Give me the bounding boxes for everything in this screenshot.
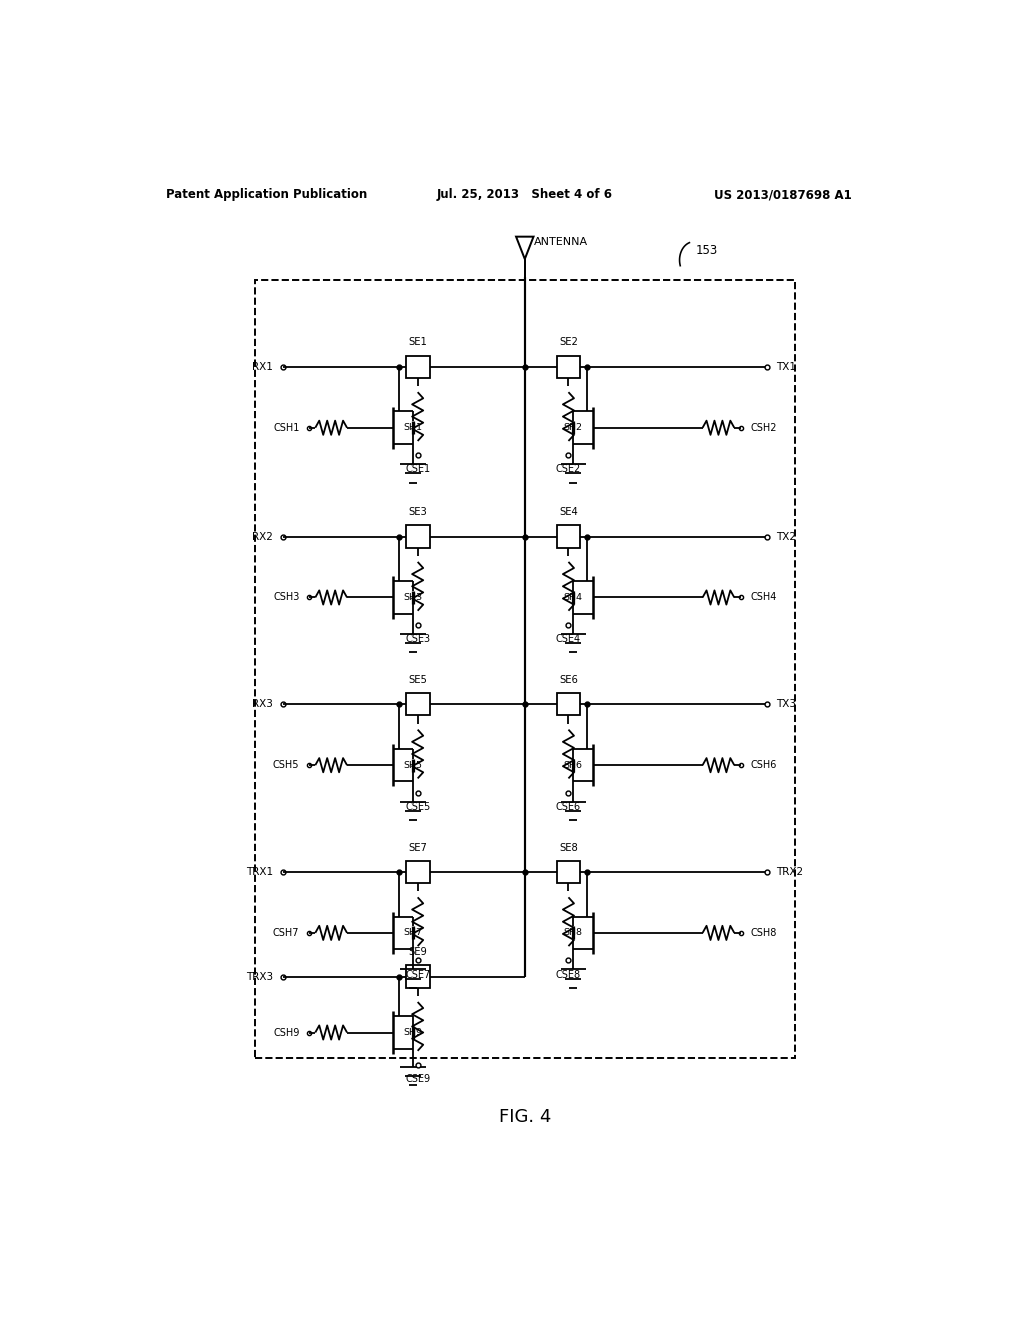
Text: SH5: SH5	[403, 760, 423, 770]
Text: CSE8: CSE8	[556, 970, 581, 979]
Text: ANTENNA: ANTENNA	[534, 236, 588, 247]
Text: CSE1: CSE1	[406, 465, 430, 474]
Text: RX3: RX3	[252, 700, 273, 709]
Bar	[406, 525, 430, 548]
Text: CSE7: CSE7	[406, 970, 430, 979]
Text: Patent Application Publication: Patent Application Publication	[166, 189, 368, 202]
Bar	[557, 525, 581, 548]
Text: SE7: SE7	[409, 842, 427, 853]
Text: US 2013/0187698 A1: US 2013/0187698 A1	[714, 189, 852, 202]
Text: SH7: SH7	[403, 928, 423, 937]
Bar	[557, 355, 581, 378]
Text: CSH6: CSH6	[751, 760, 776, 770]
Text: CSH4: CSH4	[751, 593, 776, 602]
Text: CSH9: CSH9	[273, 1027, 299, 1038]
Text: TX1: TX1	[776, 362, 797, 372]
Bar	[406, 861, 430, 883]
Text: CSE9: CSE9	[406, 1074, 430, 1084]
Text: RX1: RX1	[252, 362, 273, 372]
Bar	[557, 861, 581, 883]
Text: CSE5: CSE5	[406, 801, 430, 812]
Text: CSE6: CSE6	[556, 801, 581, 812]
Text: SE2: SE2	[559, 338, 578, 347]
Text: SE9: SE9	[409, 948, 427, 957]
Text: SE5: SE5	[409, 675, 427, 685]
Text: TX2: TX2	[776, 532, 797, 541]
Text: SH8: SH8	[563, 928, 583, 937]
Bar	[406, 693, 430, 715]
Text: TRX2: TRX2	[776, 867, 804, 876]
Text: Jul. 25, 2013   Sheet 4 of 6: Jul. 25, 2013 Sheet 4 of 6	[437, 189, 612, 202]
Text: CSE4: CSE4	[556, 634, 581, 644]
Text: SH4: SH4	[563, 593, 583, 602]
Text: SH3: SH3	[403, 593, 423, 602]
Text: 153: 153	[695, 244, 718, 257]
Text: SH2: SH2	[563, 424, 583, 432]
Text: TRX1: TRX1	[246, 867, 273, 876]
Text: SE8: SE8	[559, 842, 578, 853]
Text: CSH2: CSH2	[751, 422, 776, 433]
Text: TX3: TX3	[776, 700, 797, 709]
Bar	[255, 280, 795, 1057]
Text: CSH8: CSH8	[751, 928, 776, 939]
Text: SH1: SH1	[403, 424, 423, 432]
Text: RX2: RX2	[252, 532, 273, 541]
Bar	[406, 355, 430, 378]
Text: SH9: SH9	[403, 1028, 423, 1038]
Text: CSE3: CSE3	[406, 634, 430, 644]
Text: TRX3: TRX3	[246, 972, 273, 982]
Text: SE1: SE1	[409, 338, 427, 347]
Text: CSH7: CSH7	[273, 928, 299, 939]
Bar	[557, 693, 581, 715]
Text: CSE2: CSE2	[556, 465, 581, 474]
Text: SE4: SE4	[559, 507, 578, 517]
Bar	[406, 965, 430, 987]
Text: SE6: SE6	[559, 675, 578, 685]
Text: SE3: SE3	[409, 507, 427, 517]
Text: CSH1: CSH1	[273, 422, 299, 433]
Text: FIG. 4: FIG. 4	[499, 1107, 551, 1126]
Text: CSH3: CSH3	[273, 593, 299, 602]
Text: SH6: SH6	[563, 760, 583, 770]
Text: CSH5: CSH5	[273, 760, 299, 770]
